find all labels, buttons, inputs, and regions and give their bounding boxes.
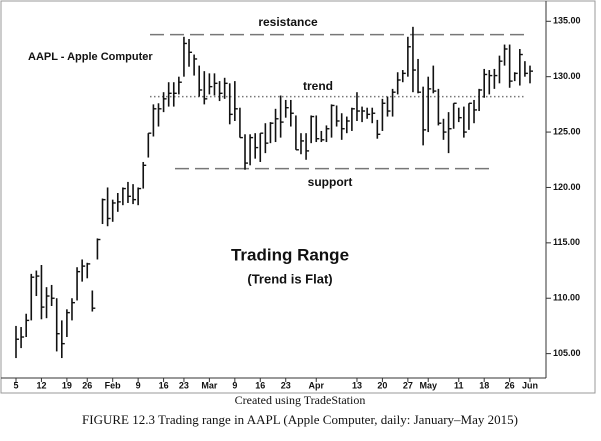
y-tick-label: 135.00 xyxy=(553,16,581,26)
x-tick-label: 18 xyxy=(479,380,489,390)
symbol-label: AAPL - Apple Computer xyxy=(28,51,153,63)
x-tick-label: 13 xyxy=(352,380,362,390)
x-tick-label: 26 xyxy=(82,380,92,390)
level-label: support xyxy=(308,175,353,189)
x-tick-label: 9 xyxy=(232,380,237,390)
x-tick-label: 27 xyxy=(403,380,413,390)
level-label: resistance xyxy=(258,15,318,29)
x-tick-label: 20 xyxy=(377,380,387,390)
caption: FIGURE 12.3 Trading range in AAPL (Apple… xyxy=(82,412,518,427)
x-tick-label: 23 xyxy=(179,380,189,390)
x-tick-label: 12 xyxy=(36,380,46,390)
x-tick-label: 11 xyxy=(454,380,464,390)
y-tick-label: 120.00 xyxy=(553,182,581,192)
x-tick-label: May xyxy=(419,380,437,390)
x-tick-label: 16 xyxy=(159,380,169,390)
x-tick-label: 19 xyxy=(62,380,72,390)
y-tick-label: 115.00 xyxy=(553,237,580,247)
x-tick-label: 26 xyxy=(505,380,515,390)
y-tick-label: 130.00 xyxy=(553,71,581,81)
frame xyxy=(0,0,596,394)
y-tick-label: 125.00 xyxy=(553,126,581,136)
x-tick-label: 23 xyxy=(281,380,291,390)
x-tick-label: 9 xyxy=(136,380,141,390)
credit: Created using TradeStation xyxy=(235,393,366,407)
y-tick-label: 105.00 xyxy=(553,348,581,358)
x-tick-label: Feb xyxy=(105,380,122,390)
x-tick-label: 5 xyxy=(13,380,18,390)
level-label: trend xyxy=(303,79,333,93)
x-tick-label: Jun xyxy=(522,380,538,390)
chart-title: Trading Range xyxy=(231,245,349,264)
x-tick-label: Mar xyxy=(201,380,218,390)
x-tick-label: 16 xyxy=(255,380,265,390)
y-tick-label: 110.00 xyxy=(553,293,580,303)
chart-subtitle: (Trend is Flat) xyxy=(247,271,332,286)
x-tick-label: Apr xyxy=(309,380,325,390)
